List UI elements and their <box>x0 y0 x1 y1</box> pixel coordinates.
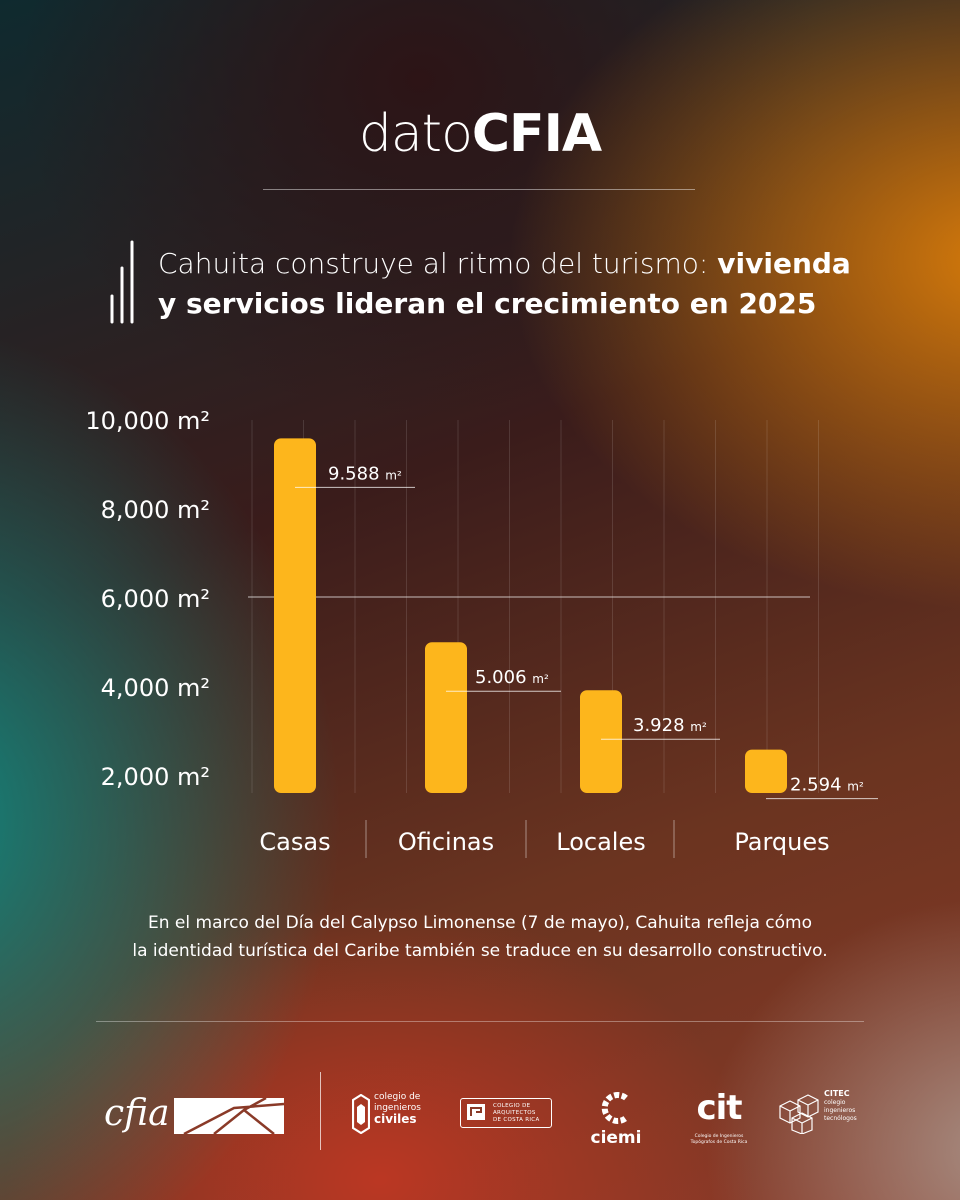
cit-logo: cit Colegio de Ingenieros Topógrafos de … <box>686 1088 752 1152</box>
civiles-logo: colegio de ingenieros civiles <box>352 1088 442 1138</box>
chart-note: En el marco del Día del Calypso Limonens… <box>60 909 900 965</box>
cit-l1: Colegio de Ingenieros <box>694 1134 744 1139</box>
data-label-unit: m² <box>690 720 707 734</box>
footer-logos: cfia colegio de ingenieros civiles COLEG… <box>0 1070 960 1150</box>
cfia-emblem-icon <box>174 1098 284 1134</box>
data-label-unit: m² <box>847 780 864 794</box>
data-label: 5.006 m² <box>475 667 549 688</box>
bar-casas <box>274 438 316 793</box>
y-tick-label: 8,000 m² <box>101 496 210 524</box>
citec-l3: tecnólogos <box>824 1115 857 1122</box>
title-line2: y servicios lideran el crecimiento en 20… <box>158 287 817 320</box>
citec-l1: colegio <box>824 1099 846 1106</box>
brand-logo-bold: CFIA <box>471 104 602 164</box>
citec-cubes-icon <box>779 1094 819 1134</box>
civiles-icon <box>352 1094 370 1134</box>
data-label: 2.594 m² <box>790 775 864 796</box>
bar-oficinas <box>425 642 467 793</box>
arquitectos-text: COLEGIO DE ARQUITECTOS DE COSTA RICA <box>493 1103 540 1124</box>
data-label-unit: m² <box>532 672 549 686</box>
y-tick-label: 4,000 m² <box>101 674 210 702</box>
ciemi-text: ciemi <box>590 1128 642 1148</box>
footer-separator <box>320 1072 321 1150</box>
bar-locales <box>580 690 622 793</box>
ciemi-icon <box>601 1092 628 1124</box>
bars-icon <box>110 240 134 324</box>
y-tick-label: 10,000 m² <box>85 407 210 435</box>
y-tick-label: 6,000 m² <box>101 585 210 613</box>
brand-logo-light: dato <box>358 104 473 164</box>
ciemi-logo: ciemi <box>584 1088 648 1152</box>
note-line-2: la identidad turística del Caribe tambié… <box>132 941 828 961</box>
citec-logo: CITEC colegio ingenieros tecnólogos <box>776 1088 876 1138</box>
data-label-unit: m² <box>385 468 402 482</box>
civiles-l2: ingenieros <box>374 1103 421 1113</box>
bar-parques <box>745 749 787 793</box>
note-line-1: En el marco del Día del Calypso Limonens… <box>148 913 812 933</box>
title-bold: vivienda <box>717 247 851 280</box>
chart-svg: 10,000 m² 8,000 m² 6,000 m² 4,000 m² 2,000 m… <box>85 407 878 858</box>
data-label: 3.928 m² <box>633 715 707 736</box>
civiles-text: colegio de ingenieros civiles <box>374 1092 421 1127</box>
arquitectos-logo: COLEGIO DE ARQUITECTOS DE COSTA RICA <box>460 1098 552 1128</box>
footer-divider <box>96 1021 864 1022</box>
citec-name: CITEC <box>824 1089 850 1098</box>
brand-logo: datoCFIA <box>0 104 960 164</box>
bar-chart: 10,000 m² 8,000 m² 6,000 m² 4,000 m² 2,000 m… <box>0 380 960 880</box>
civiles-l3: civiles <box>374 1112 417 1126</box>
cfia-logo-text: cfia <box>104 1093 170 1134</box>
header-divider <box>263 189 695 190</box>
citec-text: CITEC colegio ingenieros tecnólogos <box>824 1090 857 1123</box>
cit-l2: Topógrafos de Costa Rica <box>690 1140 748 1145</box>
cit-text: cit <box>696 1088 742 1128</box>
arquitectos-l2: ARQUITECTOS <box>493 1110 536 1116</box>
citec-l2: ingenieros <box>824 1107 856 1114</box>
arquitectos-l1: COLEGIO DE <box>493 1103 531 1109</box>
data-label: 9.588 m² <box>328 463 402 484</box>
x-tick-label: Locales <box>556 828 645 856</box>
cfia-logo: cfia <box>104 1094 284 1136</box>
page-title: Cahuita construye al ritmo del turismo: … <box>158 244 878 324</box>
arquitectos-icon <box>467 1104 485 1120</box>
cit-subtext: Colegio de Ingenieros Topógrafos de Cost… <box>686 1134 752 1146</box>
y-tick-label: 2,000 m² <box>101 763 210 791</box>
x-tick-label: Parques <box>734 828 829 856</box>
x-tick-label: Casas <box>259 828 330 856</box>
title-regular: Cahuita construye al ritmo del turismo: <box>158 247 718 280</box>
arquitectos-l3: DE COSTA RICA <box>493 1117 540 1123</box>
civiles-l1: colegio de <box>374 1092 421 1102</box>
x-tick-label: Oficinas <box>398 828 494 856</box>
